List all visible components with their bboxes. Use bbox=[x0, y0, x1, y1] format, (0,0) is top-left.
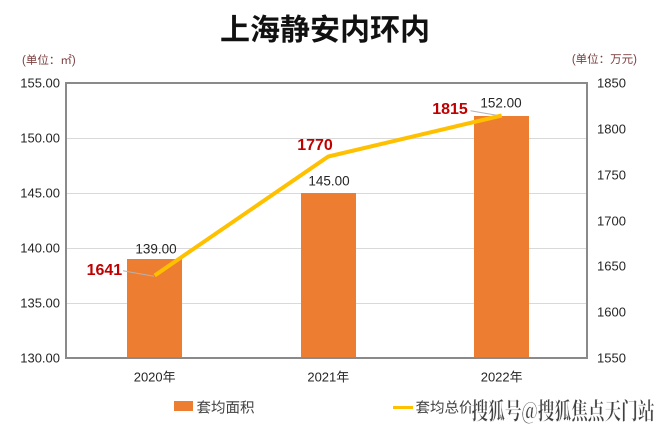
svg-text:搜狐号@搜狐焦点天门站: 搜狐号@搜狐焦点天门站 bbox=[472, 392, 655, 427]
svg-text:搜狐号@搜狐焦点天门站: 搜狐号@搜狐焦点天门站 bbox=[472, 392, 655, 427]
